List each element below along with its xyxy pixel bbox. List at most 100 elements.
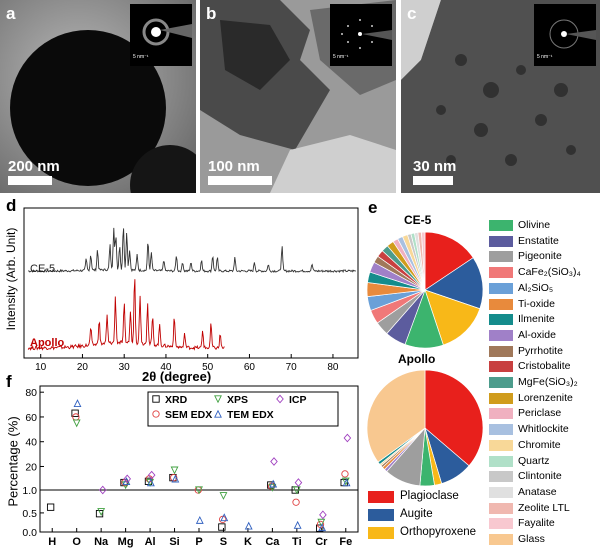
legend-label: Ti-oxide (518, 297, 555, 310)
element-xtick-label: Cr (315, 536, 328, 548)
legend-swatch (489, 455, 513, 467)
panel-letter-c: c (407, 4, 417, 23)
marker-xrd (46, 503, 55, 511)
marker-temedx (73, 399, 82, 407)
legend-label: Augite (400, 508, 433, 520)
diffraction-inset-c: 5 nm⁻¹ (534, 4, 596, 66)
xrd-xtick-label: 10 (35, 362, 47, 371)
marker-icp (270, 457, 278, 466)
pie-ce5-slice (424, 257, 484, 310)
marker-icp (343, 433, 352, 443)
legend-marker (152, 410, 160, 418)
element-xtick-label: P (195, 536, 202, 548)
xrd-xtick-label: 60 (244, 362, 256, 371)
pie-ce5-slice (421, 231, 426, 291)
legend-label: Olivine (518, 219, 551, 231)
element-ylabel: Percentage (%) (5, 416, 21, 507)
legend-label: Clintonite (518, 470, 562, 483)
legend-swatch (489, 298, 513, 310)
marker-icp (123, 474, 132, 484)
marker-temedx (318, 523, 327, 532)
element-ytick-label: 40 (25, 437, 37, 449)
element-xtick-label: Na (94, 536, 109, 548)
xrd-series-label-ce5: CE-5 (30, 263, 56, 275)
pie-ce5 (366, 231, 484, 349)
marker-xrd (95, 510, 104, 518)
legend-marker (152, 395, 160, 403)
legend-label: CaFe₂(SiO₃)₄ (518, 266, 581, 279)
legend-swatch (489, 345, 513, 357)
panel-letter-d: d (6, 196, 17, 215)
legend-marker (214, 395, 222, 404)
xrd-ylabel: Intensity (Arb. Unit) (4, 227, 18, 331)
element-ytick-label: 0.5 (22, 508, 37, 520)
legend-swatch (489, 502, 513, 514)
element-legend-label: SEM EDX (165, 409, 212, 421)
pie-title-ce5: CE-5 (404, 213, 432, 227)
tem-image-b-graphic (200, 0, 396, 193)
element-xtick-label: Fe (339, 536, 352, 548)
xrd-series-apollo (27, 279, 225, 351)
pie-title-apollo: Apollo (398, 352, 436, 366)
marker-icp (98, 485, 107, 495)
legend-label: Al-oxide (518, 328, 556, 341)
pie-apollo-slice (424, 369, 484, 467)
legend-label: Fayalite (518, 517, 555, 530)
marker-xrd (316, 524, 324, 532)
xrd-xlabel: 2θ (degree) (142, 369, 212, 384)
legend-label: Al₂SiO₅ (518, 281, 554, 294)
legend-marker (276, 394, 284, 404)
legend-swatch (489, 314, 513, 326)
legend-swatch (489, 408, 513, 420)
pie-ce5-slice (424, 289, 481, 346)
inset-label-a: 5 nm⁻¹ (133, 54, 149, 60)
diffraction-inset-b: 5 nm⁻¹ (330, 4, 392, 66)
element-xtick-label: K (244, 536, 252, 548)
marker-temedx (244, 521, 253, 530)
marker-icp (147, 470, 156, 480)
panel-letter-e: e (368, 198, 378, 217)
scale-label-a: 200 nm (8, 158, 60, 175)
legend-label: Anatase (518, 485, 557, 498)
element-xtick-label: H (48, 536, 56, 548)
marker-xps (170, 466, 179, 475)
legend-label: Glass (518, 533, 545, 545)
legend-swatch (489, 424, 513, 436)
legend-label: MgFe(SiO₃)₂ (518, 376, 578, 388)
legend-swatch (489, 518, 513, 530)
legend-swatch (489, 534, 513, 545)
xrd-xtick-label: 20 (77, 362, 89, 371)
pie-apollo-slice (366, 369, 426, 463)
legend-label: Periclase (518, 407, 562, 420)
element-legend-label: XPS (227, 394, 248, 406)
legend-swatch (489, 329, 513, 341)
element-legend-label: TEM EDX (227, 409, 274, 421)
legend-label: Whitlockite (518, 423, 569, 436)
marker-xps (292, 486, 301, 495)
element-legend-label: XRD (165, 394, 188, 406)
marker-xps (268, 483, 277, 492)
element-chart: 1.0 20 40 60 80 0.0 0.5 H O Na Mg Al Si P S K Ca Ti Cr Fe XR… (22, 385, 359, 548)
legend-label: Enstatite (518, 234, 559, 247)
marker-semedx (170, 473, 178, 482)
element-xtick-label: S (220, 536, 227, 548)
marker-temedx (171, 474, 180, 483)
element-ytick-label: 60 (25, 412, 37, 424)
marker-xps (317, 518, 326, 527)
marker-icp (319, 510, 327, 520)
element-ytick-label: 0.0 (22, 527, 37, 539)
panel-letter-f: f (6, 372, 12, 391)
legend-label: Chromite (518, 438, 561, 451)
xrd-xtick-label: 70 (286, 362, 298, 371)
marker-icp (294, 478, 303, 487)
legend-label: Orthopyroxene (400, 526, 477, 538)
panel-letter-b: b (206, 4, 217, 23)
marker-xps (97, 508, 106, 516)
marker-semedx (292, 498, 300, 506)
legend-swatch (489, 471, 513, 483)
legend-swatch (489, 235, 513, 247)
legend-swatch (489, 282, 513, 294)
inset-label-b: 5 nm⁻¹ (333, 54, 349, 60)
element-xtick-label: Ti (292, 536, 302, 548)
marker-temedx (220, 513, 229, 522)
